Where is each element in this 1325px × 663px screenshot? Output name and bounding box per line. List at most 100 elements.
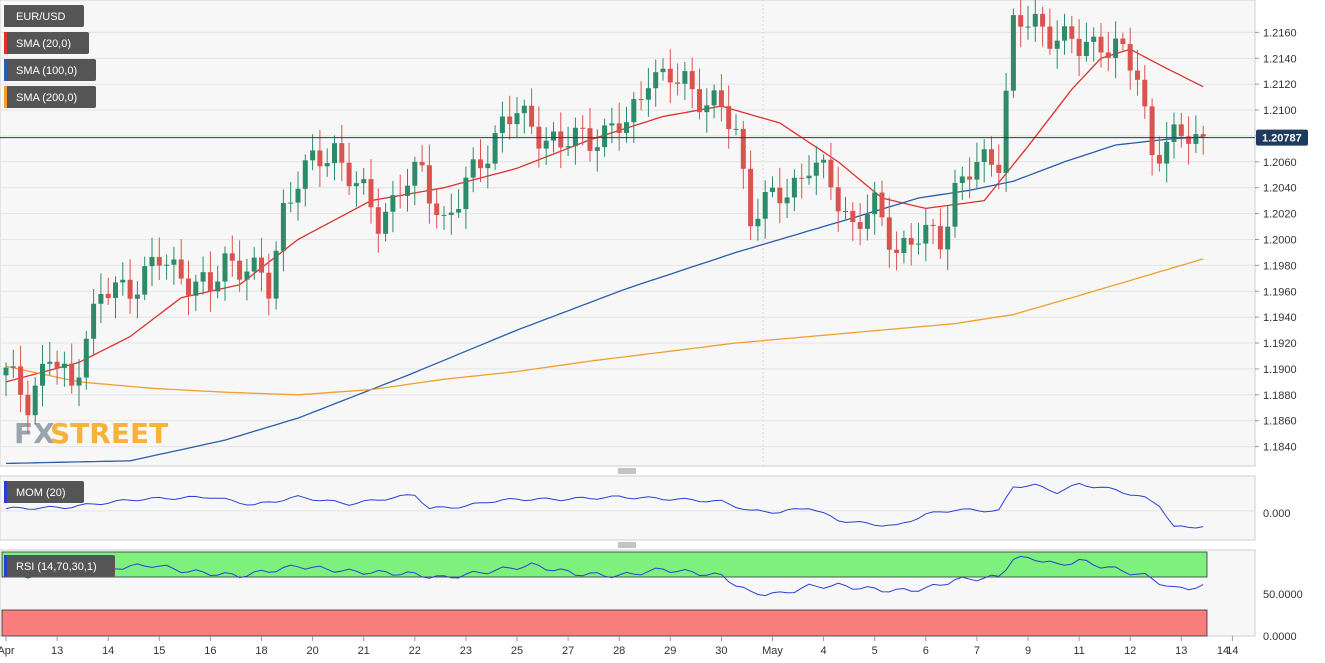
candle-body [76,377,82,386]
candle-body [930,224,936,227]
x-tick-label: 5 [872,645,878,657]
candle-body [426,165,432,204]
candle-body [156,256,162,266]
candle-body [251,257,257,272]
x-tick-label: May [762,645,783,657]
candle-body [98,293,104,304]
candle-body [186,278,191,296]
candle-body [682,71,688,84]
candle-body [843,210,848,212]
candle-body [310,150,316,161]
legend-item-sma100[interactable]: SMA (100,0) [4,59,96,81]
candle-body [594,147,600,151]
candle-body [149,256,155,267]
candle-body [624,122,629,133]
candle-body [1047,26,1053,49]
candle-body [229,253,235,261]
candle-body [813,162,819,176]
candle-body [1156,155,1162,164]
panel-splitter-handle[interactable] [618,468,636,474]
candle-body [142,266,148,295]
candle-body [1054,40,1060,49]
legend-item-eurusd[interactable]: EUR/USD [4,5,84,27]
candle-body [412,161,418,186]
candle-body [134,294,140,299]
candle-body [857,222,863,229]
candle-body [1003,90,1009,173]
y-tick-label: 1.2020 [1263,209,1297,221]
candle-body [237,260,243,280]
candle-body [675,82,681,84]
candle-body [1135,70,1140,80]
mom-legend[interactable]: MOM (20) [4,481,84,503]
candle-body [748,168,754,227]
candle-body [346,162,352,187]
candle-body [40,363,45,386]
candle-body [178,259,184,279]
main-plot-area [0,0,1256,467]
candle-body [280,202,286,251]
candle-body [894,249,900,253]
main-panel: FX STREET EUR/USD SMA (20,0) SMA (100,0) [0,0,1308,467]
y-tick-label: 1.1840 [1263,442,1297,454]
y-tick-label: 1.2040 [1263,183,1297,195]
candle-body [332,143,337,164]
current-price-badge: 1.20787 [1256,129,1308,146]
x-tick-label: 6 [923,645,929,657]
candle-body [244,271,250,280]
candle-body [295,188,301,203]
candle-body [886,217,892,250]
candle-body [25,394,31,416]
candle-body [704,105,710,113]
x-tick-label: 14 [1226,645,1238,657]
legend-item-sma20[interactable]: SMA (20,0) [4,32,89,54]
x-tick-label: 25 [511,645,523,657]
candle-body [755,218,761,227]
candle-body [171,259,177,265]
candle-body [478,159,483,169]
candle-body [1091,36,1097,42]
y-tick-label: 1.1900 [1263,364,1297,376]
candle-body [740,128,746,169]
candle-body [368,179,374,208]
rsi-legend[interactable]: RSI (14,70,30,1) [4,555,115,577]
mom-tick-label: 0.000 [1263,508,1291,520]
y-tick-label: 1.1920 [1263,338,1297,350]
candle-body [799,177,805,179]
candle-body [1083,41,1089,57]
candle-body [945,226,951,250]
y-tick-label: 1.1880 [1263,390,1297,402]
legend-label: SMA (20,0) [16,38,71,50]
panel-splitter-handle[interactable] [618,542,636,548]
candle-body [1149,106,1155,156]
candle-body [974,162,980,180]
mom-label: MOM (20) [16,487,66,499]
candle-body [989,149,994,165]
candle-body [361,179,367,184]
rsi-oversold-zone [1,609,1208,637]
x-tick-label: 16 [204,645,216,657]
candle-body [770,187,775,193]
candle-body [383,211,389,234]
candle-body [777,187,783,204]
x-tick-label: 14 [1217,645,1229,657]
candle-body [726,106,732,130]
candle-body [120,279,126,283]
candle-body [419,161,425,166]
candle-body [697,89,702,113]
legend-swatch [4,5,7,27]
rsi-label: RSI (14,70,30,1) [16,561,97,573]
current-price-value: 1.20787 [1262,133,1302,145]
candle-body [864,214,870,229]
candle-body [821,159,827,163]
candle-body [32,385,38,416]
candle-body [901,238,907,253]
mom-line [5,482,1204,529]
candle-body [222,253,228,282]
candle-body [288,202,294,204]
y-tick-label: 1.2160 [1263,27,1297,39]
candle-body [565,146,571,148]
x-tick-label: 29 [664,645,676,657]
legend-item-sma200[interactable]: SMA (200,0) [4,86,96,108]
candle-body [551,131,556,141]
